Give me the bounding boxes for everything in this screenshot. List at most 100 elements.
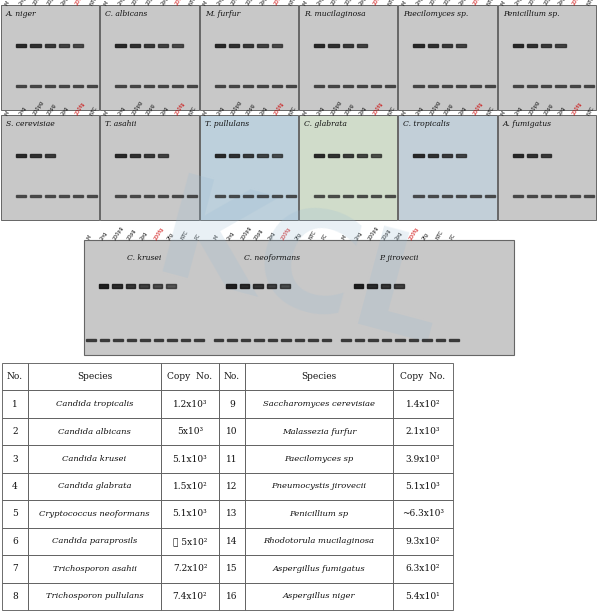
Text: 200pg: 200pg xyxy=(529,100,541,116)
Bar xyxy=(243,154,254,157)
Bar xyxy=(73,44,83,47)
Bar xyxy=(245,418,393,446)
Bar xyxy=(442,44,452,47)
Text: 20pg: 20pg xyxy=(46,102,57,116)
Text: Malassezia furfur: Malassezia furfur xyxy=(282,428,356,436)
Text: 200pg: 200pg xyxy=(32,0,44,6)
Text: C. krusei: C. krusei xyxy=(127,254,161,262)
Text: 2ng: 2ng xyxy=(216,0,225,6)
Text: NTC: NTC xyxy=(387,105,396,116)
Bar xyxy=(442,154,452,157)
Bar xyxy=(30,84,41,87)
Bar xyxy=(309,339,318,341)
Text: PC: PC xyxy=(321,233,329,241)
Text: 1.4x10²: 1.4x10² xyxy=(405,400,440,409)
Bar xyxy=(240,285,249,288)
Bar xyxy=(215,44,225,47)
Text: Trichosporon pullulans: Trichosporon pullulans xyxy=(45,592,144,600)
Bar xyxy=(512,195,523,197)
Bar xyxy=(314,84,324,87)
Bar xyxy=(541,84,551,87)
Text: 200pg: 200pg xyxy=(529,0,541,6)
Text: M: M xyxy=(213,235,219,241)
Bar xyxy=(393,390,453,418)
Text: 3.9x10³: 3.9x10³ xyxy=(406,455,440,463)
Text: 2ng: 2ng xyxy=(99,230,108,241)
Bar xyxy=(126,285,135,288)
Bar xyxy=(44,84,55,87)
Bar xyxy=(381,285,390,288)
Bar xyxy=(322,339,331,341)
Bar xyxy=(144,195,154,197)
Text: 2ng: 2ng xyxy=(316,105,325,116)
Text: 200pg: 200pg xyxy=(429,0,442,6)
Bar xyxy=(87,84,97,87)
Bar xyxy=(413,154,423,157)
Bar xyxy=(382,339,391,341)
Bar xyxy=(194,339,203,341)
Bar xyxy=(172,84,182,87)
Bar xyxy=(227,285,236,288)
Text: NTC: NTC xyxy=(486,0,496,6)
Bar xyxy=(428,154,438,157)
Text: NTC: NTC xyxy=(188,0,197,6)
Text: A. fumigatus: A. fumigatus xyxy=(503,120,552,128)
Text: 200fg: 200fg xyxy=(572,0,583,6)
Text: 200pg: 200pg xyxy=(112,225,125,241)
Text: Copy  No.: Copy No. xyxy=(167,372,212,381)
Text: C. glabrata: C. glabrata xyxy=(304,120,347,128)
Text: Trichosporon asahii: Trichosporon asahii xyxy=(53,565,136,573)
Bar xyxy=(158,154,169,157)
Text: Aspergillus fumigatus: Aspergillus fumigatus xyxy=(273,565,365,573)
Text: 20pg: 20pg xyxy=(46,0,57,6)
Bar xyxy=(299,115,397,220)
Text: NTC: NTC xyxy=(89,105,98,116)
Bar xyxy=(215,84,225,87)
Text: M: M xyxy=(401,0,407,6)
Bar xyxy=(219,418,245,446)
Bar xyxy=(343,84,353,87)
Bar xyxy=(243,195,254,197)
Bar xyxy=(371,195,382,197)
Text: 14: 14 xyxy=(226,537,238,546)
Bar xyxy=(357,44,367,47)
Text: 200pg: 200pg xyxy=(429,100,442,116)
Bar xyxy=(470,195,481,197)
Text: 20pg: 20pg xyxy=(444,102,454,116)
Text: 2pg: 2pg xyxy=(259,105,269,116)
Bar xyxy=(271,154,282,157)
Text: 15: 15 xyxy=(226,564,238,573)
Text: 200fg: 200fg xyxy=(174,0,186,6)
Bar xyxy=(280,285,289,288)
Text: M: M xyxy=(103,110,109,116)
Bar xyxy=(130,44,140,47)
Bar xyxy=(428,44,438,47)
Text: Rhodotorula mucilaginosa: Rhodotorula mucilaginosa xyxy=(264,537,374,545)
Bar xyxy=(130,195,140,197)
Bar xyxy=(30,195,41,197)
Text: Paecilomyces sp: Paecilomyces sp xyxy=(285,455,353,463)
Text: 10: 10 xyxy=(226,427,238,436)
Bar xyxy=(456,154,466,157)
Text: 약 5x10²: 약 5x10² xyxy=(173,537,207,546)
Text: C. neoformans: C. neoformans xyxy=(243,254,300,262)
Bar xyxy=(245,363,393,390)
Text: 2pg: 2pg xyxy=(259,0,269,6)
Text: M: M xyxy=(4,0,10,6)
Bar xyxy=(442,195,452,197)
Bar xyxy=(422,339,432,341)
Text: M: M xyxy=(401,110,407,116)
Bar xyxy=(257,44,268,47)
Bar xyxy=(484,84,495,87)
Text: 7.4x10²: 7.4x10² xyxy=(173,592,208,601)
Bar xyxy=(413,44,423,47)
Bar xyxy=(229,195,239,197)
Bar xyxy=(127,339,136,341)
Bar xyxy=(115,44,126,47)
Text: Penicillium sp: Penicillium sp xyxy=(289,510,349,518)
Bar xyxy=(484,195,495,197)
Bar xyxy=(295,339,304,341)
Bar xyxy=(314,154,324,157)
Bar xyxy=(393,500,453,528)
Bar xyxy=(200,5,298,110)
